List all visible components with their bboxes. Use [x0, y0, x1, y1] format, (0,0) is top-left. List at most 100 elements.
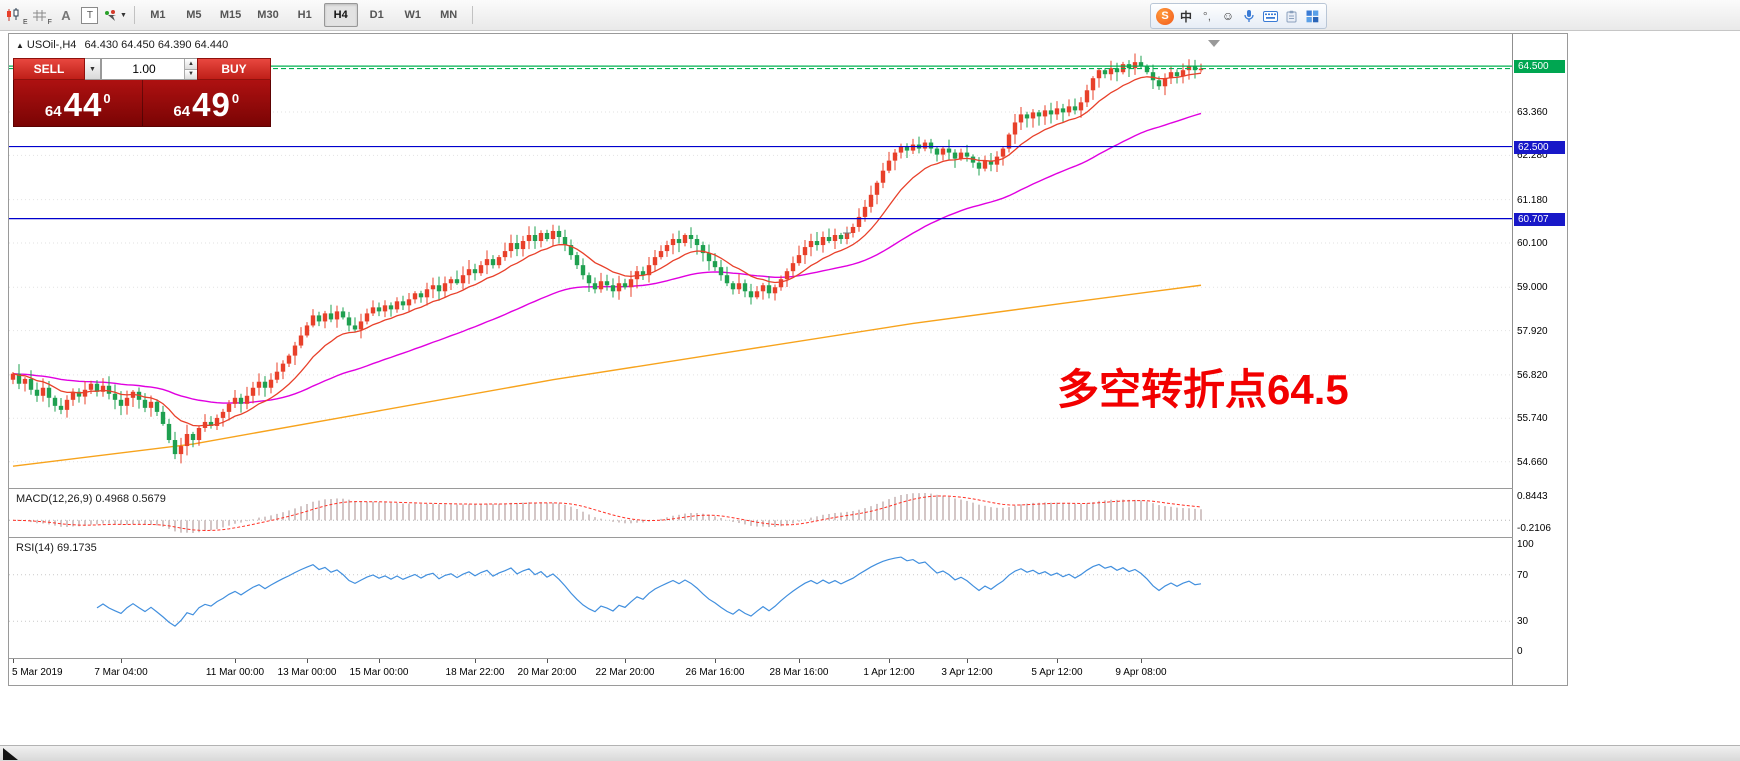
price-tick-label: 60.100 — [1517, 238, 1548, 250]
time-axis-label: 5 Apr 12:00 — [1031, 667, 1083, 678]
bottom-scrollbar-strip[interactable] — [0, 745, 1740, 761]
timeframe-group: M1 M5 M15 M30 H1 H4 D1 W1 MN — [140, 3, 467, 27]
candlestick-glyph — [7, 8, 19, 21]
icon-sub-letter: F — [47, 19, 52, 26]
buy-price[interactable]: 64 49 0 — [141, 80, 271, 126]
time-axis-label: 15 Mar 00:00 — [349, 667, 409, 678]
chart-annotation-text: 多空转折点64.5 — [1057, 366, 1349, 413]
time-axis-label: 18 Mar 22:00 — [445, 667, 505, 678]
chevron-down-icon: ▼ — [119, 11, 127, 19]
sogou-logo-icon[interactable]: S — [1156, 7, 1174, 25]
price-tick-label: 59.000 — [1517, 282, 1548, 294]
scale-divider — [1512, 34, 1513, 685]
time-tick — [475, 659, 476, 663]
volume-down-button[interactable]: ▼ — [184, 68, 197, 79]
sell-button[interactable]: SELL — [13, 58, 85, 80]
time-tick — [379, 659, 380, 663]
timeframe-button-h4[interactable]: H4 — [323, 3, 358, 27]
top-toolbar: E F A T ▼ M1 M5 M15 M30 H1 H4 D1 W — [0, 0, 1740, 31]
time-axis-label: 3 Apr 12:00 — [941, 667, 993, 678]
time-axis-label: 11 Mar 00:00 — [205, 667, 265, 678]
timeframe-button-h1[interactable]: H1 — [297, 9, 312, 21]
rsi-pane — [9, 556, 1512, 627]
cursor-glyph — [104, 9, 116, 21]
rsi-value: 69.1735 — [56, 542, 97, 554]
timeframe-button-m1[interactable]: M1 — [150, 9, 166, 21]
pane-separator[interactable] — [9, 537, 1567, 538]
buy-button[interactable]: BUY — [197, 58, 271, 80]
timeframe-button-m15[interactable]: M15 — [219, 9, 242, 21]
ime-emoji-icon[interactable]: ☺ — [1221, 9, 1235, 23]
sell-price[interactable]: 64 44 0 — [44, 86, 111, 123]
volume-input[interactable] — [102, 59, 197, 79]
price-tick-label: 55.740 — [1517, 413, 1548, 425]
pane-separator[interactable] — [9, 488, 1567, 489]
ime-language-toggle[interactable]: 中 — [1179, 9, 1192, 24]
symbol-marker-icon: ▲ — [16, 41, 24, 50]
ma-fast-line — [12, 72, 1202, 427]
macd-scale-bottom: -0.2106 — [1517, 523, 1551, 534]
ime-clipboard-icon[interactable] — [1282, 7, 1300, 25]
volume-box: ▲ ▼ — [101, 58, 197, 80]
timeframe-button-w1[interactable]: W1 — [404, 9, 421, 21]
price-pane — [9, 40, 1512, 467]
rsi-line — [96, 556, 1202, 627]
time-axis-label: 20 Mar 20:00 — [517, 667, 577, 678]
time-tick — [13, 659, 14, 663]
text-label-icon[interactable]: A — [61, 7, 71, 23]
macd-scale-top: 0.8443 — [1517, 491, 1548, 502]
macd-value: 0.4968 — [95, 493, 130, 505]
price-tick-label: 62.280 — [1517, 150, 1548, 162]
sell-dropdown-button[interactable]: ▼ — [85, 58, 101, 80]
ime-toolbox-icon[interactable] — [1303, 7, 1321, 25]
timeframe-button-m5[interactable]: M5 — [186, 9, 202, 21]
symbol-timeframe-label: USOil-,H4 — [26, 39, 77, 51]
candles-layer — [10, 53, 1204, 464]
ime-punctuation-toggle[interactable]: °, — [1202, 9, 1212, 23]
time-axis-label: 22 Mar 20:00 — [595, 667, 655, 678]
quick-navigation-triangle-icon[interactable] — [3, 748, 18, 760]
timeframe-button-mn[interactable]: MN — [440, 9, 458, 21]
time-tick — [889, 659, 890, 663]
macd-pane — [9, 493, 1512, 533]
toolbar-separator — [471, 6, 473, 24]
chart-canvas[interactable] — [9, 34, 1512, 685]
rsi-label: RSI(14) 69.1735 — [16, 542, 97, 554]
text-tool-icon[interactable]: T — [79, 3, 101, 27]
crosshair-plus-marker — [843, 228, 851, 237]
time-axis-label: 28 Mar 16:00 — [769, 667, 829, 678]
icon-sub-letter: E — [23, 19, 28, 26]
chart-shift-marker — [1208, 40, 1220, 47]
grid-glyph — [32, 9, 46, 21]
cursor-style-dropdown[interactable]: ▼ — [103, 3, 128, 27]
ma-slow-line — [12, 284, 1202, 467]
timeframe-button-m30[interactable]: M30 — [257, 9, 279, 21]
ma-mid-line — [12, 112, 1202, 404]
time-axis-label: 7 Mar 04:00 — [94, 667, 148, 678]
price-scale[interactable]: 63.360 62.280 61.180 60.100 59.000 57.920 56.8… — [1513, 34, 1567, 685]
indicators-grid-icon[interactable]: F — [31, 3, 53, 27]
pane-separator[interactable] — [9, 658, 1567, 659]
volume-up-button[interactable]: ▲ — [184, 59, 197, 69]
price-badge: 62.500 — [1514, 140, 1565, 154]
macd-signal-line — [12, 495, 1202, 531]
timeframe-button-d1[interactable]: D1 — [369, 9, 384, 21]
time-axis-label: 5 Mar 2019 — [12, 667, 63, 678]
time-tick — [1141, 659, 1142, 663]
time-axis-label: 26 Mar 16:00 — [685, 667, 745, 678]
ime-mic-icon[interactable] — [1240, 7, 1258, 25]
time-tick — [1057, 659, 1058, 663]
toolbar-separator — [133, 6, 135, 24]
price-badge: 64.500 — [1514, 60, 1565, 74]
ime-toolbar: S 中 °, ☺ — [1150, 3, 1327, 29]
chart-window: 63.360 62.280 61.180 60.100 59.000 57.920 56.8… — [8, 33, 1568, 686]
ime-keyboard-icon[interactable] — [1261, 7, 1279, 25]
price-tick-label: 61.180 — [1517, 194, 1548, 206]
rsi-scale-label: 0 — [1517, 646, 1523, 657]
candlestick-chart-icon[interactable]: E — [5, 3, 29, 27]
time-tick — [547, 659, 548, 663]
chart-title: ▲ USOil-,H4 64.430 64.450 64.390 64.440 — [16, 39, 228, 51]
time-tick — [625, 659, 626, 663]
time-axis-label: 1 Apr 12:00 — [863, 667, 915, 678]
